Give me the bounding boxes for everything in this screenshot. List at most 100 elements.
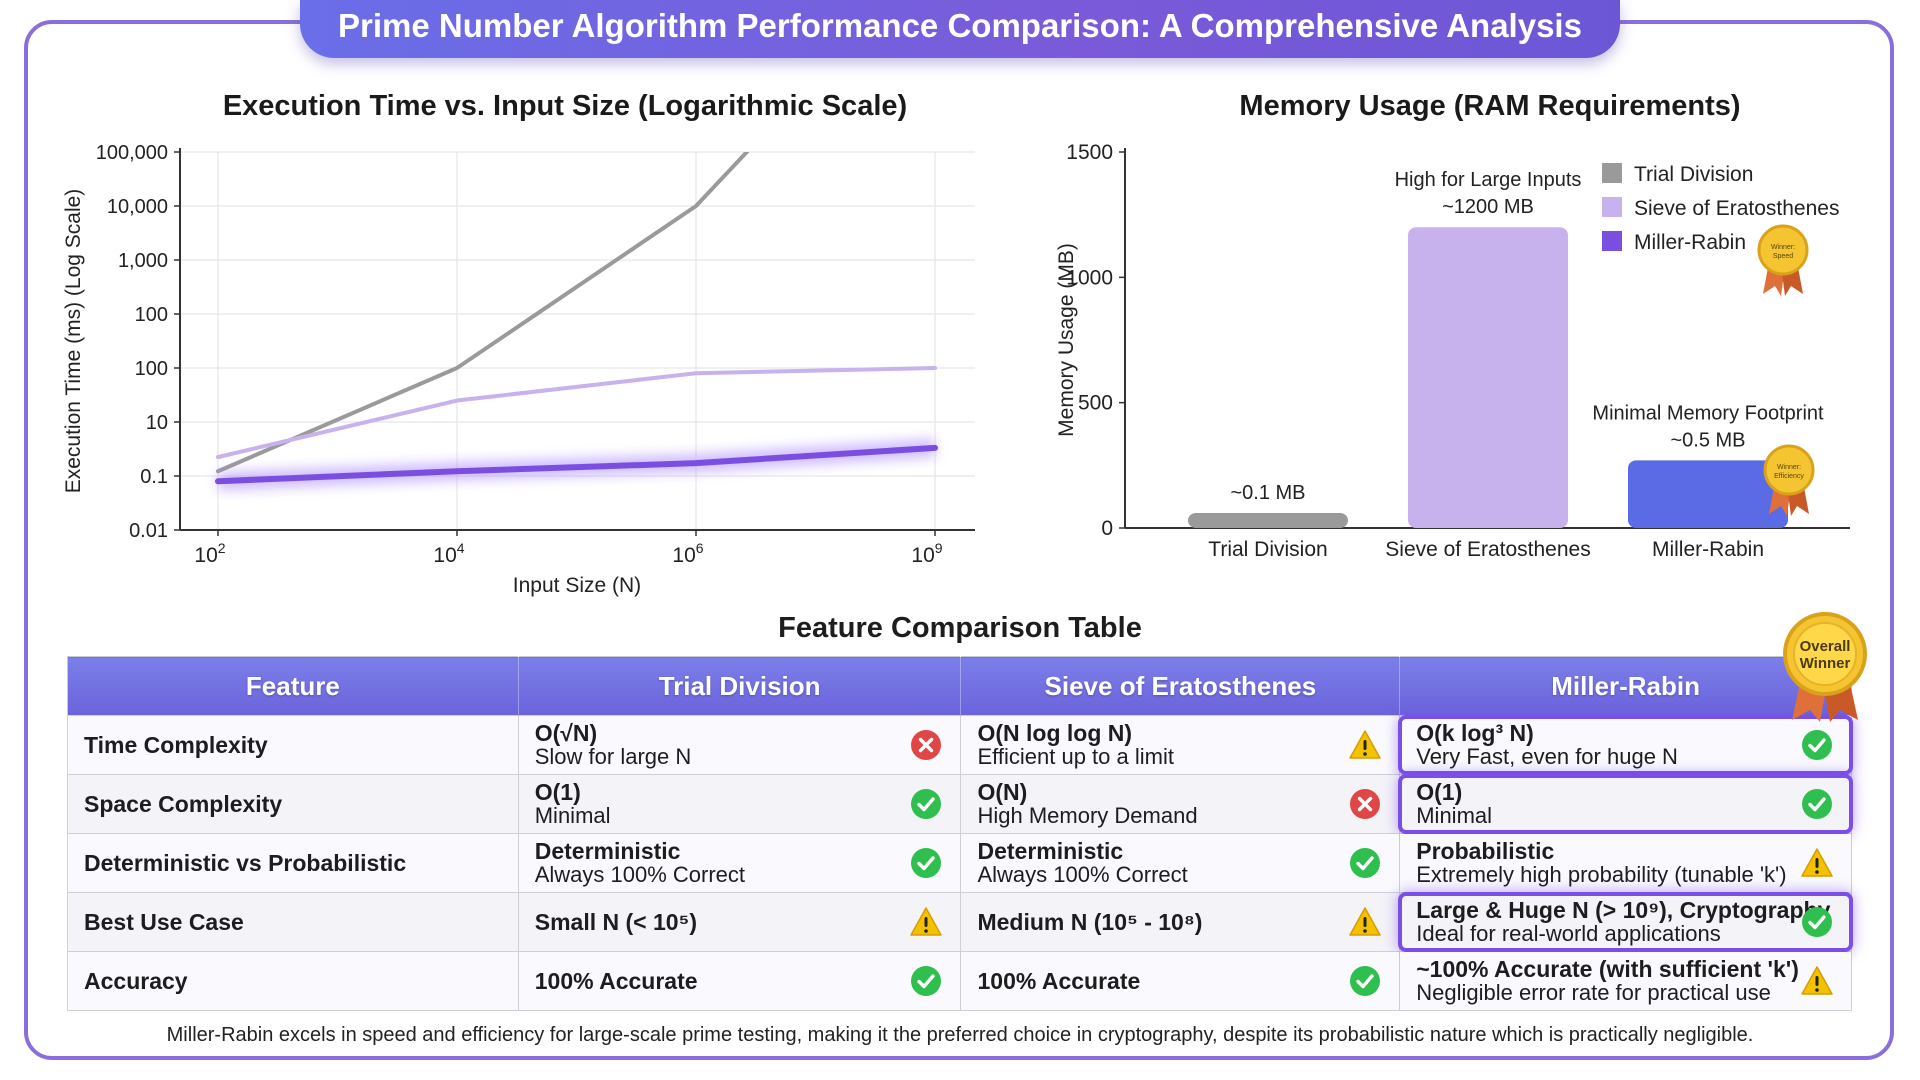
y-tick-label: 1,000 xyxy=(118,250,168,272)
bar-annotation: ~1200 MB xyxy=(1442,196,1534,218)
winner-medal-icon: Winner: Speed xyxy=(1757,224,1809,296)
warning-icon xyxy=(1349,730,1381,759)
check-circle-icon xyxy=(1802,730,1832,760)
series-line-sieve xyxy=(216,366,937,460)
table-header-row: Feature Trial Division Sieve of Eratosth… xyxy=(67,656,1852,716)
table-row: Accuracy 100% Accurate 100% Accurate ~100% … xyxy=(67,951,1852,1011)
y-tick-label: 0.1 xyxy=(140,466,168,488)
check-circle-icon xyxy=(911,789,942,819)
y-tick-label: 0.01 xyxy=(129,520,168,542)
cell-main-text: 100% Accurate xyxy=(977,968,1141,994)
check-circle-icon xyxy=(911,966,942,996)
table-title: Feature Comparison Table xyxy=(778,612,1142,644)
cell-main-text: Large & Huge N (> 10⁹), Cryptography xyxy=(1416,897,1831,923)
table-cell: O(k log³ N) Very Fast, even for huge N xyxy=(1398,715,1853,775)
x-axis-label: Input Size (N) xyxy=(513,574,641,597)
y-tick-label: 10,000 xyxy=(107,196,168,218)
cell-main-text: Deterministic xyxy=(977,838,1124,864)
table-row: Deterministic vs Probabilistic Determinis… xyxy=(67,833,1852,893)
cell-sub-text: Always 100% Correct xyxy=(977,862,1188,887)
x-tick-label: 104 xyxy=(433,540,464,567)
line-chart: 0.01 0.1 10 100 100 1,000 10,000 100,000 102 104 1… xyxy=(62,142,975,597)
bar-y-tick-label: 1500 xyxy=(1066,141,1113,164)
cell-sub-text: High Memory Demand xyxy=(977,803,1198,828)
check-circle-icon xyxy=(1802,789,1832,819)
feature-name: Time Complexity xyxy=(67,715,519,775)
table-row: Best Use Case Small N (< 10⁵) Medium N (10… xyxy=(67,892,1853,952)
feature-name: Accuracy xyxy=(67,951,519,1011)
table-cell: Deterministic Always 100% Correct xyxy=(517,833,962,893)
cell-sub-text: Minimal xyxy=(534,803,611,828)
table-cell: 100% Accurate xyxy=(960,951,1401,1011)
bar-y-tick-label: 0 xyxy=(1101,517,1113,540)
table-row: Space Complexity O(1) Minimal O(N) High Memo… xyxy=(67,774,1853,834)
y-tick-label: 10 xyxy=(146,412,168,434)
table-cell: O(1) Minimal xyxy=(517,774,962,834)
legend-entry: Sieve of Eratosthenes xyxy=(1634,197,1839,220)
header-feature: Feature xyxy=(67,656,519,716)
feature-name: Best Use Case xyxy=(67,892,519,952)
legend-entry: Miller-Rabin xyxy=(1634,231,1746,254)
cell-sub-text: Always 100% Correct xyxy=(534,862,746,887)
y-tick-label: 100,000 xyxy=(96,142,168,164)
cell-main-text: Deterministic xyxy=(534,838,681,864)
cell-sub-text: Minimal xyxy=(1416,803,1493,828)
x-tick-label: 106 xyxy=(672,540,703,567)
cell-sub-text: Very Fast, even for huge N xyxy=(1416,744,1678,769)
table-cell: Medium N (10⁵ - 10⁸) xyxy=(960,892,1401,952)
warning-icon xyxy=(1801,966,1833,995)
error-x-icon xyxy=(1350,789,1381,819)
table-row: Time Complexity O(√N) Slow for large N O(N … xyxy=(67,715,1853,775)
warning-icon xyxy=(1349,907,1381,936)
table-cell: 100% Accurate xyxy=(517,951,962,1011)
cell-main-text: O(√N) xyxy=(534,720,598,746)
table-cell: Large & Huge N (> 10⁹), Cryptography Idea… xyxy=(1398,892,1853,952)
legend-swatch xyxy=(1602,231,1622,251)
warning-icon xyxy=(910,907,943,936)
header-miller-rabin: Miller-Rabin xyxy=(1399,656,1852,716)
check-circle-icon xyxy=(1350,966,1381,996)
cell-main-text: 100% Accurate xyxy=(534,968,698,994)
cell-sub-text: Efficient up to a limit xyxy=(977,744,1174,769)
cell-main-text: O(N) xyxy=(977,779,1028,805)
x-tick-label: 109 xyxy=(911,540,942,567)
winner-medal-icon: Winner: Efficiency xyxy=(1763,444,1815,516)
bar-category-label: Sieve of Eratosthenes xyxy=(1385,538,1590,561)
series-line-trial xyxy=(216,152,750,474)
legend-entry: Trial Division xyxy=(1634,163,1753,186)
feature-name: Space Complexity xyxy=(67,774,519,834)
footer-summary: Miller-Rabin excels in speed and efficie… xyxy=(166,1024,1754,1046)
winner-badge-line1: Overall xyxy=(1800,638,1851,655)
check-circle-icon xyxy=(1802,907,1832,937)
bar-category-label: Miller-Rabin xyxy=(1652,538,1764,561)
table-cell: Probabilistic Extremely high probability … xyxy=(1399,833,1852,893)
cell-main-text: Small N (< 10⁵) xyxy=(534,909,698,935)
series-line-miller xyxy=(215,444,938,485)
medal-label: Winner: xyxy=(1777,464,1801,471)
table-cell: O(√N) Slow for large N xyxy=(517,715,962,775)
bar-annotation: High for Large Inputs xyxy=(1395,169,1582,191)
y-tick-label: 100 xyxy=(135,358,168,380)
warning-icon xyxy=(1801,848,1833,877)
cell-main-text: Probabilistic xyxy=(1416,838,1555,864)
feature-comparison-table: Feature Trial Division Sieve of Eratosth… xyxy=(67,656,1853,1011)
bar-chart: 0 500 1000 1500 Memory Usage (MB) Trial Divis… xyxy=(1055,141,1850,561)
medal-label: Efficiency xyxy=(1774,473,1804,480)
header-trial-division: Trial Division xyxy=(518,656,962,716)
cell-main-text: O(k log³ N) xyxy=(1416,720,1534,746)
cell-main-text: O(1) xyxy=(534,779,581,805)
bar-category-label: Trial Division xyxy=(1208,538,1327,561)
feature-name: Deterministic vs Probabilistic xyxy=(67,833,519,893)
legend-swatch xyxy=(1602,163,1622,183)
page-title-banner: Prime Number Algorithm Performance Compa… xyxy=(300,0,1620,58)
cell-main-text: O(N log log N) xyxy=(977,720,1133,746)
line-chart-title: Execution Time vs. Input Size (Logarithm… xyxy=(222,90,908,122)
winner-badge-line2: Winner xyxy=(1800,655,1851,672)
cell-sub-text: Ideal for real-world applications xyxy=(1416,921,1721,946)
cell-main-text: Medium N (10⁵ - 10⁸) xyxy=(977,909,1203,935)
bar-trial xyxy=(1188,512,1348,528)
medal-label: Speed xyxy=(1773,253,1793,260)
bar-annotation: ~0.1 MB xyxy=(1230,482,1305,504)
cell-main-text: O(1) xyxy=(1416,779,1463,805)
table-cell: Small N (< 10⁵) xyxy=(517,892,962,952)
